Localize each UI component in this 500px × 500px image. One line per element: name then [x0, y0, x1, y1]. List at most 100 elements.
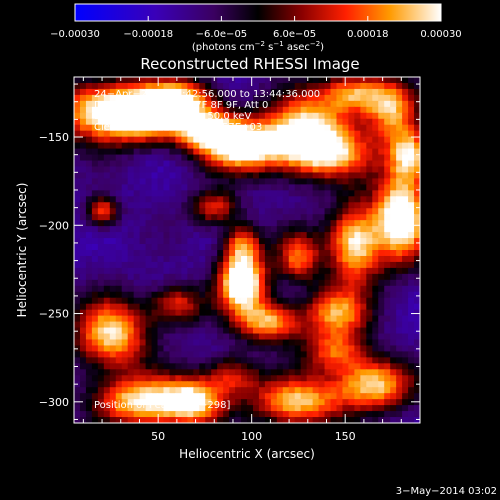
heatmap-cell [318, 106, 326, 114]
heatmap-cell [306, 220, 314, 227]
heatmap-cell [276, 77, 284, 84]
colorbar-ticks [74, 3, 442, 22]
heatmap-cell [217, 178, 224, 185]
heatmap-cell [133, 208, 141, 215]
heatmap-cell [79, 118, 87, 126]
heatmap-cell [282, 214, 290, 221]
heatmap-cell [348, 399, 355, 406]
annotation-peak-position: Position of Peak: [61,−298] [94, 400, 230, 411]
heatmap-cell [85, 232, 93, 239]
heatmap-cell [408, 267, 415, 275]
heatmap-cell [175, 339, 182, 347]
heatmap-cell [193, 112, 200, 120]
heatmap-cell [211, 411, 218, 418]
heatmap-cell [79, 142, 87, 150]
heatmap-cell [109, 351, 117, 358]
heatmap-cell [175, 220, 182, 227]
heatmap-cell [348, 160, 355, 168]
heatmap-cell [300, 178, 308, 185]
heatmap-cell [199, 124, 206, 132]
heatmap-cell [306, 226, 314, 233]
heatmap-cell [276, 244, 284, 251]
heatmap-cell [74, 112, 81, 120]
heatmap-cell [229, 393, 236, 400]
heatmap-cell [264, 226, 272, 233]
heatmap-cell [235, 411, 242, 418]
heatmap-cell [187, 279, 194, 287]
heatmap-cell [133, 148, 141, 156]
heatmap-cell [127, 297, 135, 305]
heatmap-cell [241, 142, 248, 150]
heatmap-cell [241, 178, 248, 185]
heatmap-cell [294, 339, 302, 347]
heatmap-cell [247, 238, 254, 245]
heatmap-cell [145, 77, 153, 84]
heatmap-cell [139, 387, 147, 394]
heatmap-cell [145, 238, 153, 245]
heatmap-cell [181, 112, 188, 120]
heatmap-cell [288, 417, 296, 423]
heatmap-cell [85, 100, 93, 108]
heatmap-cell [115, 291, 123, 299]
heatmap-cell [193, 417, 200, 423]
heatmap-cell [264, 106, 272, 114]
heatmap-cell [235, 82, 242, 90]
heatmap-cell [97, 303, 105, 311]
heatmap-cell [384, 267, 391, 275]
heatmap-cell [211, 321, 218, 329]
heatmap-cell [169, 172, 177, 180]
heatmap-cell [264, 315, 272, 323]
heatmap-cell [402, 411, 409, 418]
heatmap-cell [91, 255, 99, 263]
heatmap-cell [163, 327, 171, 335]
heatmap-cell [252, 142, 260, 150]
heatmap-cell [133, 345, 141, 353]
heatmap-cell [378, 393, 385, 400]
heatmap-cell [342, 261, 350, 269]
heatmap-cell [336, 351, 344, 358]
heatmap-cell [169, 220, 177, 227]
heatmap-cell [133, 142, 141, 150]
heatmap-cell [145, 196, 153, 203]
heatmap-cell [193, 309, 200, 317]
heatmap-cell [235, 100, 242, 108]
heatmap-cell [235, 405, 242, 412]
heatmap-cell [103, 285, 111, 293]
heatmap-cell [360, 82, 367, 90]
heatmap-cell [139, 363, 147, 370]
heatmap-cell [372, 106, 379, 114]
heatmap-cell [408, 363, 415, 370]
heatmap-cell [205, 261, 212, 269]
heatmap-cell [300, 381, 308, 388]
heatmap-cell [378, 154, 385, 162]
heatmap-cell [211, 345, 218, 353]
heatmap-cell [193, 279, 200, 287]
heatmap-cell [408, 387, 415, 394]
heatmap-cell [241, 399, 248, 406]
heatmap-cell [74, 226, 81, 233]
heatmap-cell [74, 136, 81, 144]
heatmap-cell [402, 238, 409, 245]
heatmap-cell [348, 255, 355, 263]
heatmap-cell [414, 393, 420, 400]
heatmap-cell [163, 232, 171, 239]
heatmap-cell [348, 327, 355, 335]
heatmap-cell [318, 148, 326, 156]
heatmap-cell [342, 118, 350, 126]
heatmap-cell [139, 238, 147, 245]
heatmap-cell [85, 381, 93, 388]
heatmap-cell [402, 124, 409, 132]
heatmap-cell [402, 357, 409, 364]
heatmap-cell [241, 411, 248, 418]
heatmap-cell [115, 250, 123, 257]
heatmap-cell [318, 393, 326, 400]
heatmap-cell [97, 417, 105, 423]
heatmap-cell [378, 267, 385, 275]
heatmap-cell [121, 411, 129, 418]
heatmap-cell [109, 190, 117, 197]
heatmap-cell [169, 333, 177, 341]
heatmap-cell [330, 118, 338, 126]
heatmap-cell [396, 94, 403, 102]
heatmap-cell [294, 399, 302, 406]
x-tick-label: 150 [335, 430, 356, 443]
